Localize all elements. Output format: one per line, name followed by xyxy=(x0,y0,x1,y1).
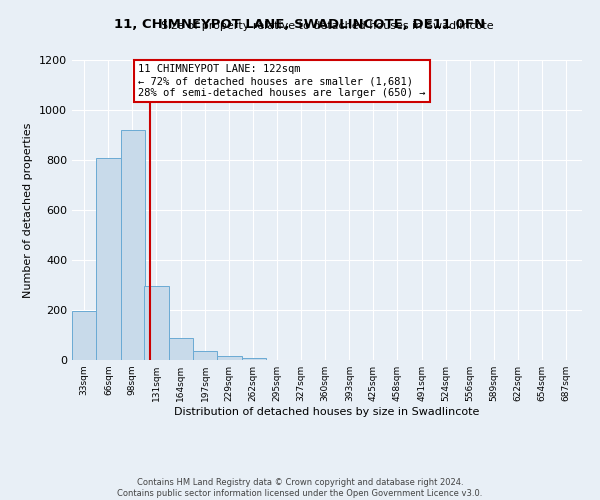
Title: Size of property relative to detached houses in Swadlincote: Size of property relative to detached ho… xyxy=(161,22,493,32)
Text: 11, CHIMNEYPOT LANE, SWADLINCOTE, DE11 0FN: 11, CHIMNEYPOT LANE, SWADLINCOTE, DE11 0… xyxy=(115,18,485,30)
Text: Contains HM Land Registry data © Crown copyright and database right 2024.
Contai: Contains HM Land Registry data © Crown c… xyxy=(118,478,482,498)
Text: 11 CHIMNEYPOT LANE: 122sqm
← 72% of detached houses are smaller (1,681)
28% of s: 11 CHIMNEYPOT LANE: 122sqm ← 72% of deta… xyxy=(139,64,426,98)
Bar xyxy=(72,311,97,360)
Bar xyxy=(97,158,121,360)
X-axis label: Distribution of detached houses by size in Swadlincote: Distribution of detached houses by size … xyxy=(175,407,479,417)
Bar xyxy=(193,350,217,360)
Bar xyxy=(217,356,242,360)
Bar xyxy=(121,130,145,360)
Bar xyxy=(169,338,193,360)
Bar xyxy=(242,358,266,360)
Bar xyxy=(144,286,169,360)
Y-axis label: Number of detached properties: Number of detached properties xyxy=(23,122,34,298)
